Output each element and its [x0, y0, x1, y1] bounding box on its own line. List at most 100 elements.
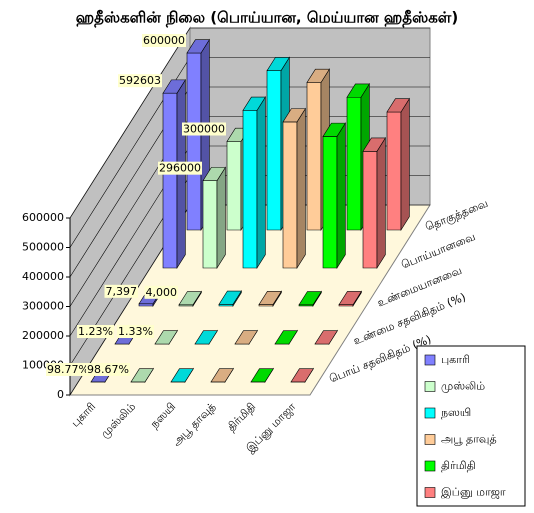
bar-top: [218, 290, 242, 305]
bar-top: [154, 330, 178, 345]
bar-top: [298, 291, 322, 306]
legend-swatch: [424, 460, 436, 472]
bar-front: [202, 180, 218, 269]
depth-tick-label: பொய்யானவை: [399, 230, 477, 272]
bar-top: [210, 368, 234, 383]
bar-front: [362, 150, 378, 269]
bar: [386, 97, 410, 232]
x-tick-label: புகாரி: [69, 400, 99, 430]
data-label-bg: [77, 324, 114, 338]
bar: [178, 290, 202, 308]
legend-swatch: [424, 354, 436, 366]
bar-top: [234, 330, 258, 345]
bar-top: [314, 330, 338, 345]
data-label: 600000: [143, 34, 185, 47]
x-tick-label: முஸ்லிம்: [98, 400, 138, 440]
legend-label: இப்னு மாஜா: [441, 486, 506, 500]
bar: [154, 329, 178, 346]
bar-front: [306, 82, 322, 231]
grid-line: [69, 27, 430, 219]
data-label: 7,397: [106, 285, 138, 298]
x-tick-label: அபூ தாவுத்: [170, 400, 219, 449]
bar: [282, 107, 306, 270]
bar: [194, 329, 218, 346]
bar: [202, 166, 226, 270]
bar: [210, 367, 234, 384]
bar-front: [162, 92, 178, 269]
bar-top: [162, 79, 186, 94]
legend-label: திர்மிதி: [441, 459, 476, 472]
bar-front: [346, 96, 362, 231]
bar-top: [386, 98, 410, 113]
bar: [274, 329, 298, 346]
bar-top: [130, 368, 154, 383]
data-label: 300000: [183, 123, 225, 136]
bar-front: [138, 303, 154, 307]
data-label: 1.23%: [78, 325, 113, 338]
legend-label: புகாரி: [441, 353, 470, 366]
bar: [242, 96, 266, 270]
bar: [290, 367, 314, 384]
legend-box: [416, 345, 526, 507]
data-label-bg: [182, 122, 226, 136]
legend-swatch: [424, 434, 436, 445]
data-label-bg: [144, 285, 178, 299]
bar: [234, 329, 258, 346]
bar-top: [290, 368, 314, 383]
data-label-bg: [158, 161, 202, 175]
data-label-bg: [46, 362, 90, 376]
bar-front: [226, 141, 242, 231]
bar: [338, 290, 362, 308]
y-tick-label: 0: [57, 388, 64, 401]
y-tick-label: 500000: [22, 241, 64, 254]
bar-front: [282, 121, 298, 269]
legend-label: நஸயி: [441, 406, 471, 419]
legend-swatch: [424, 487, 436, 498]
legend-label: அபூ தாவுத்: [441, 433, 497, 446]
bar-side: [400, 97, 410, 232]
bar-side: [216, 166, 226, 270]
bar-top: [306, 68, 330, 83]
data-label: 4,000: [146, 286, 178, 299]
bar-top: [322, 122, 346, 137]
bar: [170, 367, 194, 384]
legend-swatch: [424, 381, 436, 392]
bar-top: [266, 57, 290, 71]
bar-top: [170, 368, 194, 383]
data-label-bg: [142, 34, 186, 47]
bar-front: [266, 70, 282, 231]
bar-top: [250, 368, 274, 383]
bar-side: [256, 96, 266, 270]
bar: [298, 290, 322, 308]
legend-label: முஸ்லிம்: [441, 380, 485, 393]
bar-top: [186, 39, 210, 54]
bar-top: [362, 137, 386, 152]
x-tick-label: நஸயி: [148, 400, 179, 431]
bar-top: [194, 330, 218, 345]
bar-front: [186, 52, 202, 231]
y-tick-label: 300000: [22, 300, 64, 313]
data-label-bg: [118, 74, 162, 88]
bar-front: [322, 136, 338, 269]
legend-swatch: [424, 407, 436, 419]
bar-top: [346, 83, 370, 98]
x-tick-label: திர்மிதி: [225, 400, 259, 434]
bar-side: [376, 136, 386, 270]
bar-side: [336, 122, 346, 270]
depth-tick-label: தொகுத்தவை: [423, 197, 490, 236]
bar-top: [202, 167, 226, 181]
bar-top: [242, 96, 266, 111]
bar-top: [274, 330, 298, 345]
legend: புகாரி முஸ்லிம் நஸயி அபூ தாவுத் திர்மிதி இப்ன…: [416, 345, 526, 507]
bar: [218, 289, 242, 308]
data-label-bg: [86, 362, 130, 376]
bar-top: [178, 291, 202, 306]
bar-front: [242, 110, 258, 269]
bar: [130, 367, 154, 384]
data-label: 296000: [159, 162, 201, 175]
bar-top: [338, 291, 362, 306]
y-tick-label: 400000: [22, 270, 64, 283]
y-tick-label: 200000: [22, 329, 64, 342]
bar: [322, 122, 346, 270]
